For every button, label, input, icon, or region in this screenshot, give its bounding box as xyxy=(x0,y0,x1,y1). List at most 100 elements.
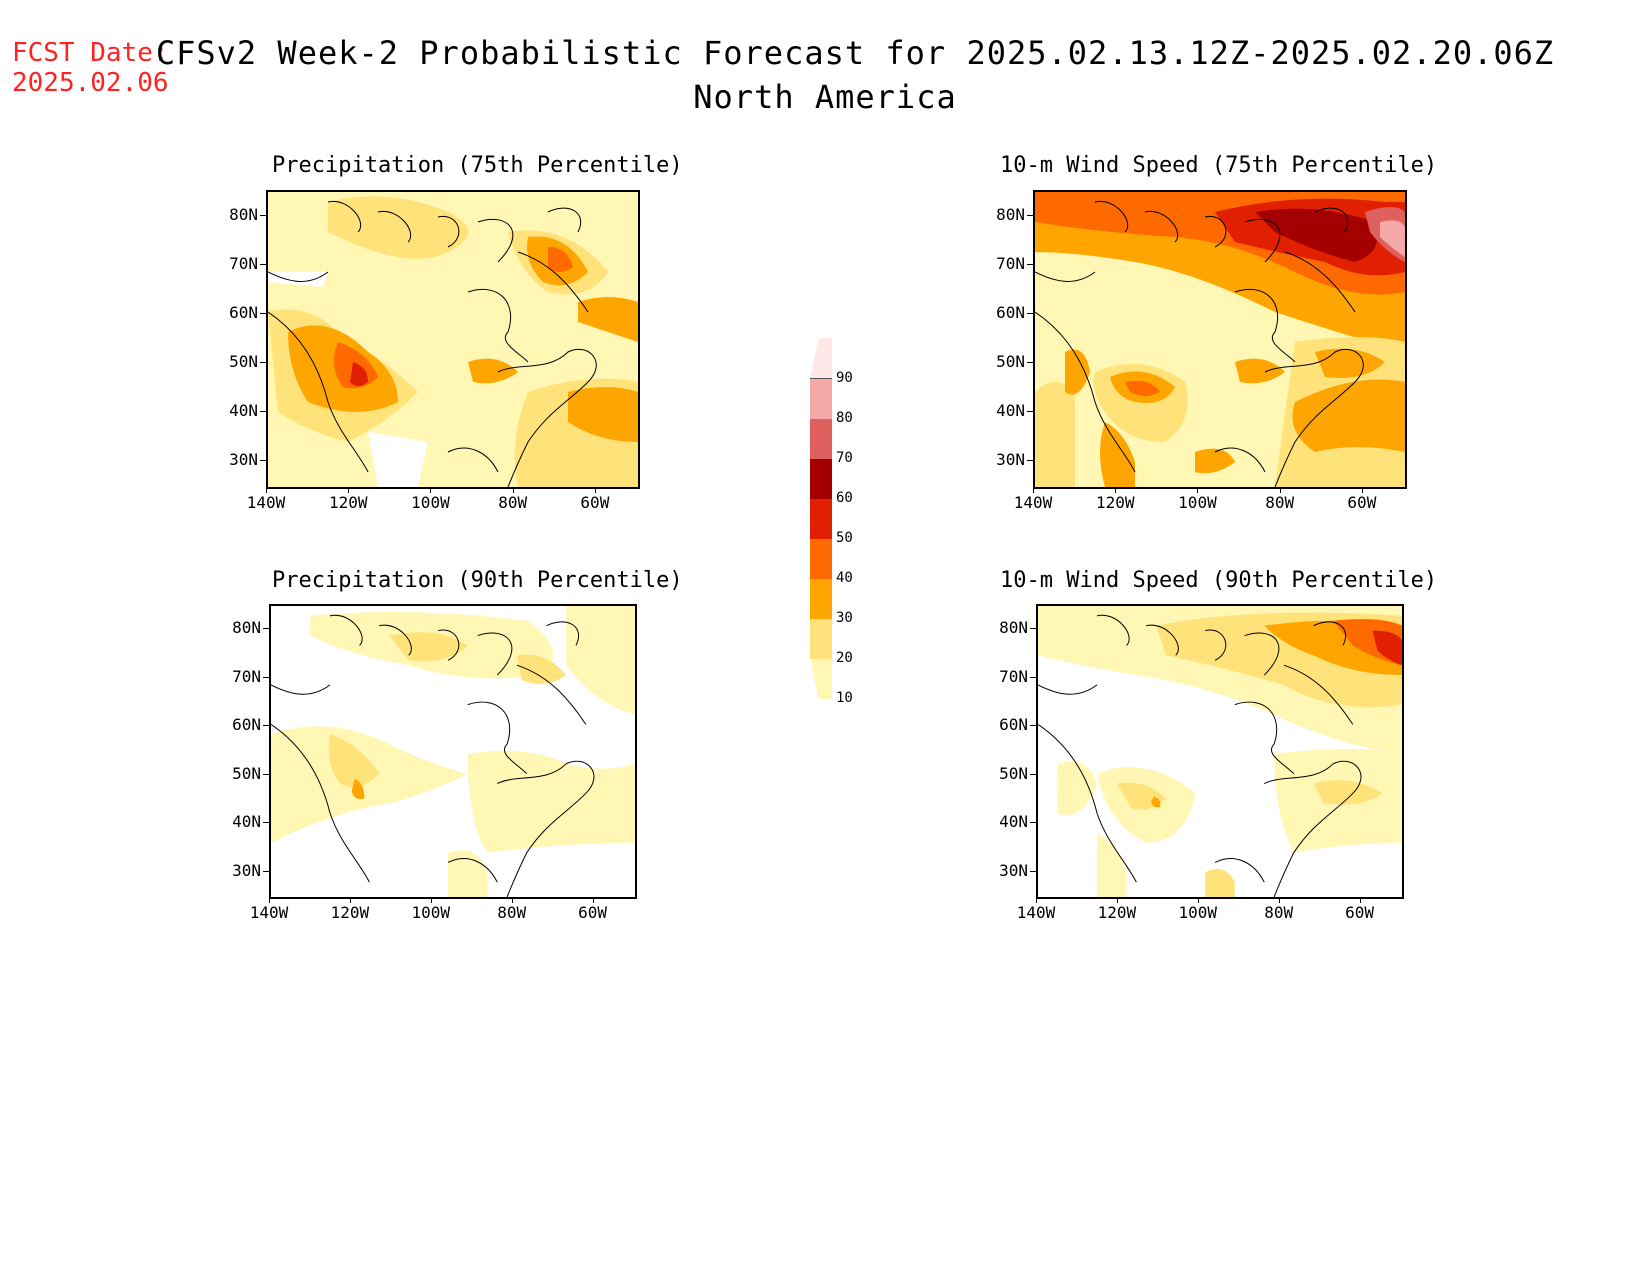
lon-tick xyxy=(1278,897,1280,903)
colorbar-segment xyxy=(810,578,832,619)
lat-tick-label: 60N xyxy=(229,302,258,322)
fcst-date-value: 2025.02.06 xyxy=(12,68,169,98)
lat-tick-label: 60N xyxy=(999,715,1028,735)
colorbar-segment xyxy=(810,458,832,499)
colorbar-label: 80 xyxy=(836,410,853,426)
colorbar-label: 20 xyxy=(836,650,853,666)
panel-title-wind-75: 10-m Wind Speed (75th Percentile) xyxy=(1000,153,1438,178)
page-title: CFSv2 Week-2 Probabilistic Forecast for … xyxy=(155,34,1555,72)
lon-tick xyxy=(511,897,513,903)
lat-tick-label: 60N xyxy=(996,302,1025,322)
lat-tick-label: 70N xyxy=(232,666,261,686)
lat-tick-label: 40N xyxy=(999,812,1028,832)
colorbar-segment xyxy=(810,618,832,659)
lat-tick xyxy=(1030,676,1038,678)
lat-tick xyxy=(260,312,268,314)
lon-tick-label: 60W xyxy=(1345,903,1374,922)
lon-tick-label: 80W xyxy=(497,903,527,922)
lat-tick-label: 80N xyxy=(996,204,1025,224)
lon-tick xyxy=(594,487,596,493)
lat-tick xyxy=(263,628,271,630)
lon-tick xyxy=(430,487,432,493)
lon-tick-label: 120W xyxy=(328,493,368,512)
lat-tick-label: 80N xyxy=(232,618,261,638)
lat-tick-label: 70N xyxy=(229,253,258,273)
lat-tick-label: 80N xyxy=(999,618,1028,638)
lon-tick-label: 140W xyxy=(249,903,289,922)
lon-tick-label: 80W xyxy=(1265,493,1295,512)
colorbar-label: 50 xyxy=(836,530,853,546)
lat-tick xyxy=(260,411,268,413)
lat-tick xyxy=(1027,214,1035,216)
lon-tick-label: 140W xyxy=(1013,493,1053,512)
lat-tick xyxy=(260,362,268,364)
lon-tick-label: 60W xyxy=(1347,493,1377,512)
lon-tick xyxy=(1197,487,1199,493)
lon-tick xyxy=(1033,487,1034,493)
lon-tick-label: 80W xyxy=(1264,903,1294,922)
lat-tick xyxy=(1030,628,1038,630)
colorbar-segment xyxy=(810,538,832,579)
lat-tick xyxy=(1027,362,1035,364)
lat-tick-label: 40N xyxy=(996,401,1025,421)
lat-tick-label: 30N xyxy=(232,860,261,880)
lat-tick xyxy=(1027,312,1035,314)
lat-tick xyxy=(1027,263,1035,265)
lat-tick-label: 50N xyxy=(996,352,1025,372)
lon-tick-label: 120W xyxy=(330,903,370,922)
lat-tick-label: 70N xyxy=(999,666,1028,686)
lat-tick-label: 70N xyxy=(996,253,1025,273)
lon-tick-label: 120W xyxy=(1097,903,1137,922)
colorbar-label: 30 xyxy=(836,610,853,626)
lon-tick-label: 100W xyxy=(411,903,451,922)
lon-tick xyxy=(1115,487,1117,493)
lat-tick-label: 60N xyxy=(232,715,261,735)
lat-tick-label: 40N xyxy=(229,401,258,421)
lat-tick xyxy=(263,822,271,824)
lon-tick xyxy=(430,897,432,903)
lat-tick-label: 30N xyxy=(229,450,258,470)
lat-tick-label: 30N xyxy=(996,450,1025,470)
lon-tick-label: 100W xyxy=(1178,493,1217,512)
lon-tick xyxy=(349,897,351,903)
map-wind-90 xyxy=(1036,604,1404,899)
lat-tick-label: 50N xyxy=(999,763,1028,783)
lat-tick xyxy=(260,214,268,216)
lon-tick-label: 60W xyxy=(578,903,607,922)
lon-tick-label: 100W xyxy=(411,493,450,512)
colorbar-label: 70 xyxy=(836,450,853,466)
colorbar-segment xyxy=(810,498,832,539)
lon-tick xyxy=(266,487,267,493)
map-wind-75 xyxy=(1033,190,1407,489)
colorbar-segment xyxy=(810,378,832,419)
lat-tick-label: 80N xyxy=(229,204,258,224)
panel-title-precip-90: Precipitation (90th Percentile) xyxy=(272,568,683,593)
lon-tick-label: 140W xyxy=(246,493,286,512)
lon-tick-label: 120W xyxy=(1095,493,1135,512)
lat-tick xyxy=(1027,411,1035,413)
lat-tick xyxy=(263,676,271,678)
map-precip-75 xyxy=(266,190,640,489)
lat-tick xyxy=(263,725,271,727)
map-precip-90 xyxy=(269,604,637,899)
lon-tick-label: 100W xyxy=(1178,903,1218,922)
colorbar-label: 10 xyxy=(836,690,853,706)
fcst-date-label: FCST Date: xyxy=(12,38,169,68)
lat-tick xyxy=(1030,773,1038,775)
lat-tick xyxy=(260,460,268,462)
colorbar-label: 90 xyxy=(836,370,853,386)
lon-tick xyxy=(1279,487,1281,493)
lat-tick xyxy=(263,870,271,872)
lon-tick xyxy=(592,897,594,903)
lon-tick xyxy=(348,487,350,493)
panel-title-wind-90: 10-m Wind Speed (90th Percentile) xyxy=(1000,568,1438,593)
panel-title-precip-75: Precipitation (75th Percentile) xyxy=(272,153,683,178)
lat-tick xyxy=(263,773,271,775)
lon-tick xyxy=(1036,897,1037,903)
lon-tick xyxy=(269,897,270,903)
lat-tick-label: 50N xyxy=(232,763,261,783)
page-subtitle: North America xyxy=(693,78,957,116)
lat-tick-label: 30N xyxy=(999,860,1028,880)
lon-tick xyxy=(512,487,514,493)
lat-tick xyxy=(260,263,268,265)
